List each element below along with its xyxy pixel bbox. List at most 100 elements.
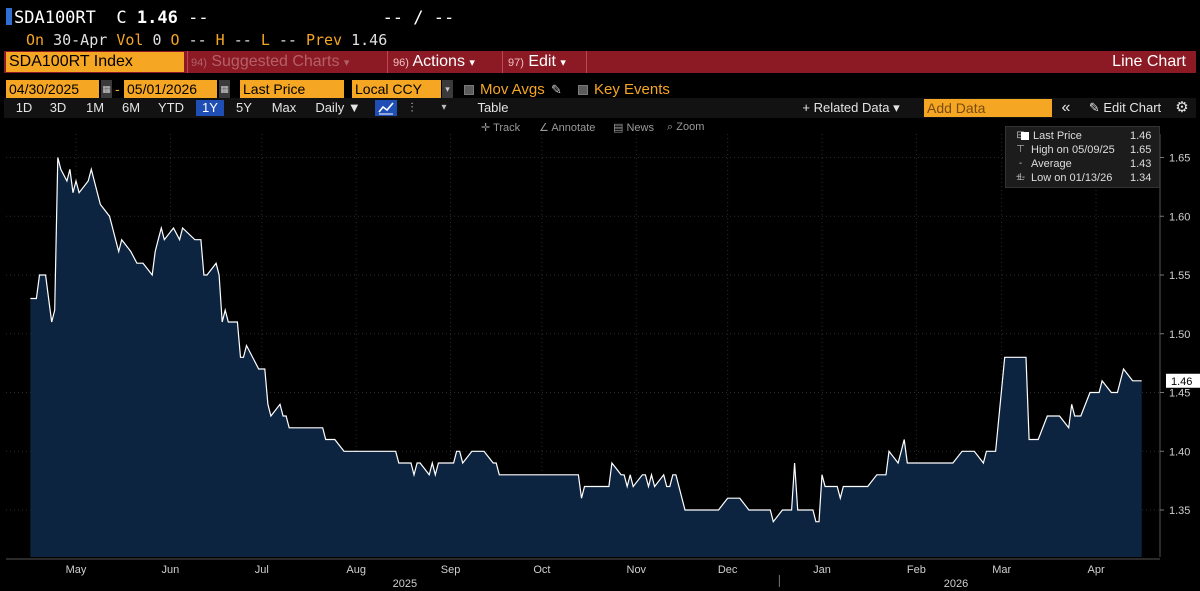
calendar-icon[interactable]: ▦ bbox=[101, 80, 112, 99]
annotate-label: Annotate bbox=[551, 122, 596, 134]
security-color-flag bbox=[6, 8, 12, 25]
pencil-icon[interactable]: ✎ bbox=[551, 82, 562, 97]
y-tick-label: 1.40 bbox=[1169, 446, 1190, 458]
chart-toolbar bbox=[4, 98, 1196, 118]
chart-type-label: Line Chart bbox=[1112, 53, 1186, 70]
zoom-label: Zoom bbox=[676, 121, 705, 133]
close-label: C bbox=[116, 8, 127, 28]
trade-date: 30-Apr bbox=[53, 31, 108, 49]
prev-value: 1.46 bbox=[351, 31, 388, 49]
security-input[interactable]: SDA100RT Index bbox=[6, 52, 184, 72]
menu-divider bbox=[387, 51, 388, 73]
related-data-button[interactable]: + Related Data ▾ bbox=[802, 100, 900, 115]
currency-select[interactable]: Local CCY bbox=[352, 80, 441, 99]
add-data-input[interactable]: Add Data bbox=[924, 99, 1052, 117]
x-tick-label: Nov bbox=[627, 564, 647, 576]
annotate-tool[interactable]: ∠ Annotate bbox=[539, 121, 595, 134]
low-value: -- bbox=[278, 31, 297, 49]
line-chart-icon[interactable] bbox=[375, 100, 397, 116]
zoom-tool[interactable]: ⌕ Zoom bbox=[667, 121, 704, 134]
legend-low: ⊥ Low on 01/13/26 1.34 bbox=[1006, 171, 1161, 185]
legend-high-label: High on 05/09/25 bbox=[1031, 144, 1115, 156]
calendar-icon[interactable]: ▦ bbox=[219, 80, 230, 99]
chevron-down-icon: ▾ bbox=[343, 57, 350, 69]
chevron-down-icon[interactable]: ▾ bbox=[442, 80, 453, 99]
y-tick-label: 1.55 bbox=[1169, 270, 1190, 282]
start-date-input[interactable]: 04/30/2025 bbox=[6, 80, 99, 99]
legend-high: ⊤ High on 05/09/25 1.65 bbox=[1006, 143, 1161, 157]
x-tick-label: Jan bbox=[813, 564, 831, 576]
mov-avgs-checkbox[interactable] bbox=[464, 85, 474, 95]
period-6m-button[interactable]: 6M bbox=[121, 100, 141, 115]
x-tick-label: Oct bbox=[533, 564, 550, 576]
price-chart[interactable]: 1.35 1.40 1.45 1.50 1.55 1.60 1.65 1.46 May Jun Ju… bbox=[0, 118, 1200, 591]
low-label: L bbox=[260, 31, 270, 49]
vol-label: Vol bbox=[116, 31, 144, 49]
mov-avgs-label[interactable]: Mov Avgs bbox=[480, 81, 545, 98]
chevron-down-icon: ▾ bbox=[469, 57, 475, 69]
actions-number: 96) bbox=[393, 57, 409, 69]
legend-average-label: Average bbox=[1031, 158, 1072, 170]
end-date-input[interactable]: 05/01/2026 bbox=[124, 80, 217, 99]
x-tick-label: Jul bbox=[255, 564, 269, 576]
menu-divider bbox=[502, 51, 503, 73]
last-value-tag-label: 1.46 bbox=[1171, 376, 1192, 388]
edit-number: 97) bbox=[508, 57, 524, 69]
chevron-down-icon[interactable]: ▾ bbox=[441, 102, 447, 113]
year-label: 2026 bbox=[944, 578, 968, 590]
year-label: 2025 bbox=[393, 578, 417, 590]
collapse-legend-icon[interactable]: ⊟ bbox=[1015, 129, 1026, 143]
x-tick-label: May bbox=[66, 564, 87, 576]
change-value: -- bbox=[188, 8, 209, 28]
key-events-checkbox[interactable] bbox=[578, 85, 588, 95]
legend-last-price-label: Last Price bbox=[1033, 130, 1082, 142]
crosshair-icon: ✛ bbox=[481, 122, 491, 134]
legend-high-value: 1.65 bbox=[1130, 144, 1152, 156]
x-tick-label: Dec bbox=[718, 564, 738, 576]
open-label: O bbox=[170, 31, 180, 49]
y-tick-label: 1.45 bbox=[1169, 388, 1190, 400]
news-label: News bbox=[626, 122, 654, 134]
news-tool[interactable]: ▤ News bbox=[613, 121, 654, 134]
gear-icon[interactable]: ⚙ bbox=[1175, 99, 1189, 116]
y-tick-label: 1.50 bbox=[1169, 329, 1190, 341]
average-marker-icon: -+- bbox=[1015, 158, 1026, 183]
period-1d-button[interactable]: 1D bbox=[15, 100, 33, 115]
period-max-button[interactable]: Max bbox=[271, 100, 297, 115]
legend-low-label: Low on 01/13/26 bbox=[1031, 172, 1113, 184]
field-select[interactable]: Last Price bbox=[240, 80, 344, 99]
edit-chart-button[interactable]: ✎ Edit Chart bbox=[1088, 100, 1162, 115]
bid-ask-value: -- / -- bbox=[382, 8, 455, 28]
legend-average-value: 1.43 bbox=[1130, 158, 1152, 170]
table-button[interactable]: Table bbox=[477, 100, 509, 115]
period-1y-button[interactable]: 1Y bbox=[196, 100, 224, 116]
period-ytd-button[interactable]: YTD bbox=[158, 100, 184, 115]
x-tick-label: Jun bbox=[162, 564, 180, 576]
suggested-charts-label: Suggested Charts bbox=[211, 53, 340, 70]
bar-chart-icon[interactable]: ⫶ bbox=[410, 100, 414, 115]
magnifier-icon: ⌕ bbox=[667, 121, 674, 133]
y-tick-label: 1.65 bbox=[1169, 153, 1190, 165]
menu-divider bbox=[187, 51, 188, 73]
vol-value: 0 bbox=[152, 31, 162, 49]
low-marker-icon: ⊥ bbox=[1016, 172, 1025, 183]
period-3d-button[interactable]: 3D bbox=[49, 100, 67, 115]
period-5y-button[interactable]: 5Y bbox=[236, 100, 252, 115]
actions-button[interactable]: 96) Actions ▾ bbox=[393, 51, 475, 73]
series-swatch bbox=[1021, 132, 1029, 140]
edit-button[interactable]: 97) Edit ▾ bbox=[508, 51, 566, 73]
period-1m-button[interactable]: 1M bbox=[85, 100, 105, 115]
prev-label: Prev bbox=[305, 31, 343, 49]
y-tick-label: 1.35 bbox=[1169, 505, 1190, 517]
key-events-label[interactable]: Key Events bbox=[594, 81, 670, 98]
suggested-charts-button[interactable]: 94) Suggested Charts ▾ bbox=[191, 51, 349, 73]
ticker-symbol: SDA100RT bbox=[14, 8, 96, 28]
track-label: Track bbox=[493, 122, 521, 134]
frequency-select[interactable]: Daily ▼ bbox=[315, 100, 361, 115]
menu-divider bbox=[586, 51, 587, 73]
legend-low-value: 1.34 bbox=[1130, 172, 1152, 184]
collapse-icon[interactable]: « bbox=[1061, 99, 1071, 116]
track-tool[interactable]: ✛ Track bbox=[481, 121, 520, 134]
series-area-fill bbox=[30, 157, 1142, 557]
y-tick-label: 1.60 bbox=[1169, 211, 1190, 223]
